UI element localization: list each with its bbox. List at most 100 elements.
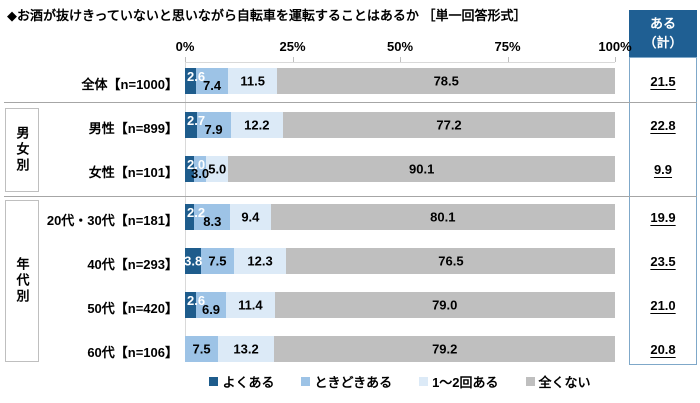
axis-tick-mark [615,57,616,62]
chart-title: ◆お酒が抜けきっていないと思いながら自転車を運転することはあるか ［単一回答形式… [7,8,527,23]
segment-value-label: 12.2 [244,117,270,133]
axis-tick-label: 75% [494,39,521,54]
legend-item: よくある [209,372,274,391]
group-separator [4,102,697,103]
segment-value-label: 6.9 [201,302,221,317]
segment-value-label: 76.5 [438,253,464,269]
summary-value: 23.5 [650,254,676,269]
segment-sometimes [201,248,234,274]
segment-often [185,156,194,182]
segment-often [185,292,197,318]
legend-label: よくある [222,375,275,390]
axis-tick-mark [400,57,401,62]
segment-value-label: 79.0 [432,297,458,313]
segment-sometimes [194,204,231,230]
summary-header: ある （計） [629,10,697,57]
axis-tick-label: 50% [386,39,414,54]
segment-never [274,336,615,362]
row-label: 全体【n=1000】 [81,77,178,92]
group-box-gender: 男女別 [5,108,39,192]
legend-swatch [301,377,311,386]
segment-value-label: 5.0 [208,161,227,177]
summary-value: 19.9 [650,210,676,225]
segment-often [185,112,197,138]
segment-value-label: 8.3 [203,214,222,229]
segment-value-label: 2.6 [187,293,206,308]
segment-value-label: 79.2 [432,341,458,357]
segment-value-label: 11.4 [238,297,263,313]
segment-once-twice [225,292,275,318]
segment-sometimes [196,112,231,138]
segment-value-label: 2.6 [187,69,206,84]
legend: よくある ときどきある 1～2回ある 全くない [170,372,630,391]
summary-value: 21.5 [650,74,676,89]
legend-swatch [419,377,429,386]
stacked-bar: 2.0 3.0 5.0 90.1 [185,156,615,182]
axis-tick-mark [292,57,294,62]
axis-tick-mark [185,57,186,62]
group-separator [4,196,697,197]
summary-value: 21.0 [650,298,676,313]
segment-often [185,204,195,230]
row-label: 60代【n=106】 [87,345,178,360]
segment-value-label: 3.8 [184,253,203,269]
segment-value-label: 7.5 [192,341,211,357]
segment-once-twice [230,204,271,230]
segment-often [185,248,202,274]
row-label: 50代【n=420】 [87,301,178,316]
segment-once-twice [206,156,228,182]
stacked-bar: 2.2 8.3 9.4 80.1 [185,204,615,230]
segment-never [227,156,615,182]
segment-value-label: 80.1 [430,209,456,225]
segment-often [185,68,197,94]
summary-header-line1: ある [649,15,676,31]
segment-sometimes [196,68,228,94]
segment-value-label: 12.3 [247,253,273,269]
segment-value-label: 9.4 [241,209,260,225]
legend-item: 1～2回ある [419,372,499,391]
segment-value-label: 78.5 [433,73,459,89]
legend-label: ときどきある [314,375,393,390]
segment-never [270,204,615,230]
summary-value: 20.8 [650,342,676,357]
legend-item: ときどきある [301,372,392,391]
segment-never [286,248,615,274]
summary-column-box [629,57,697,365]
axis-tick-label: 25% [279,39,306,54]
stacked-bar: 2.7 7.9 12.2 77.2 [185,112,615,138]
segment-value-label: 2.0 [187,157,206,172]
segment-value-label: 77.2 [436,117,462,133]
stacked-bar: 7.5 13.2 79.2 [185,336,615,362]
segment-once-twice [227,68,278,94]
segment-value-label: 3.0 [191,166,210,181]
row-label: 女性【n=101】 [88,165,178,180]
plot-top-border [185,62,615,63]
segment-once-twice [230,112,284,138]
segment-never [277,68,615,94]
axis-tick-label: 0% [175,39,195,54]
segment-once-twice [217,336,275,362]
segment-value-label: 2.7 [187,113,206,128]
segment-sometimes [196,292,226,318]
summary-value: 22.8 [650,118,676,133]
legend-swatch [209,377,219,386]
summary-value: 9.9 [653,162,673,177]
segment-once-twice [233,248,287,274]
row-label: 20代・30代【n=181】 [46,213,178,228]
segment-value-label: 90.1 [409,161,435,177]
segment-value-label: 7.9 [204,122,223,137]
segment-value-label: 13.2 [233,341,259,357]
row-label: 40代【n=293】 [87,257,178,272]
stacked-bar: 2.6 6.9 11.4 79.0 [185,292,615,318]
stacked-bar: 2.6 7.4 11.5 78.5 [185,68,615,94]
legend-item: 全くない [525,372,591,391]
segment-value-label: 2.2 [187,205,206,220]
row-label: 男性【n=899】 [88,121,178,136]
segment-never [283,112,615,138]
segment-sometimes [193,156,207,182]
segment-value-label: 7.4 [203,78,222,93]
axis-tick-label: 100% [598,39,632,54]
segment-value-label: 11.5 [240,73,266,89]
axis-tick-mark [507,57,509,62]
